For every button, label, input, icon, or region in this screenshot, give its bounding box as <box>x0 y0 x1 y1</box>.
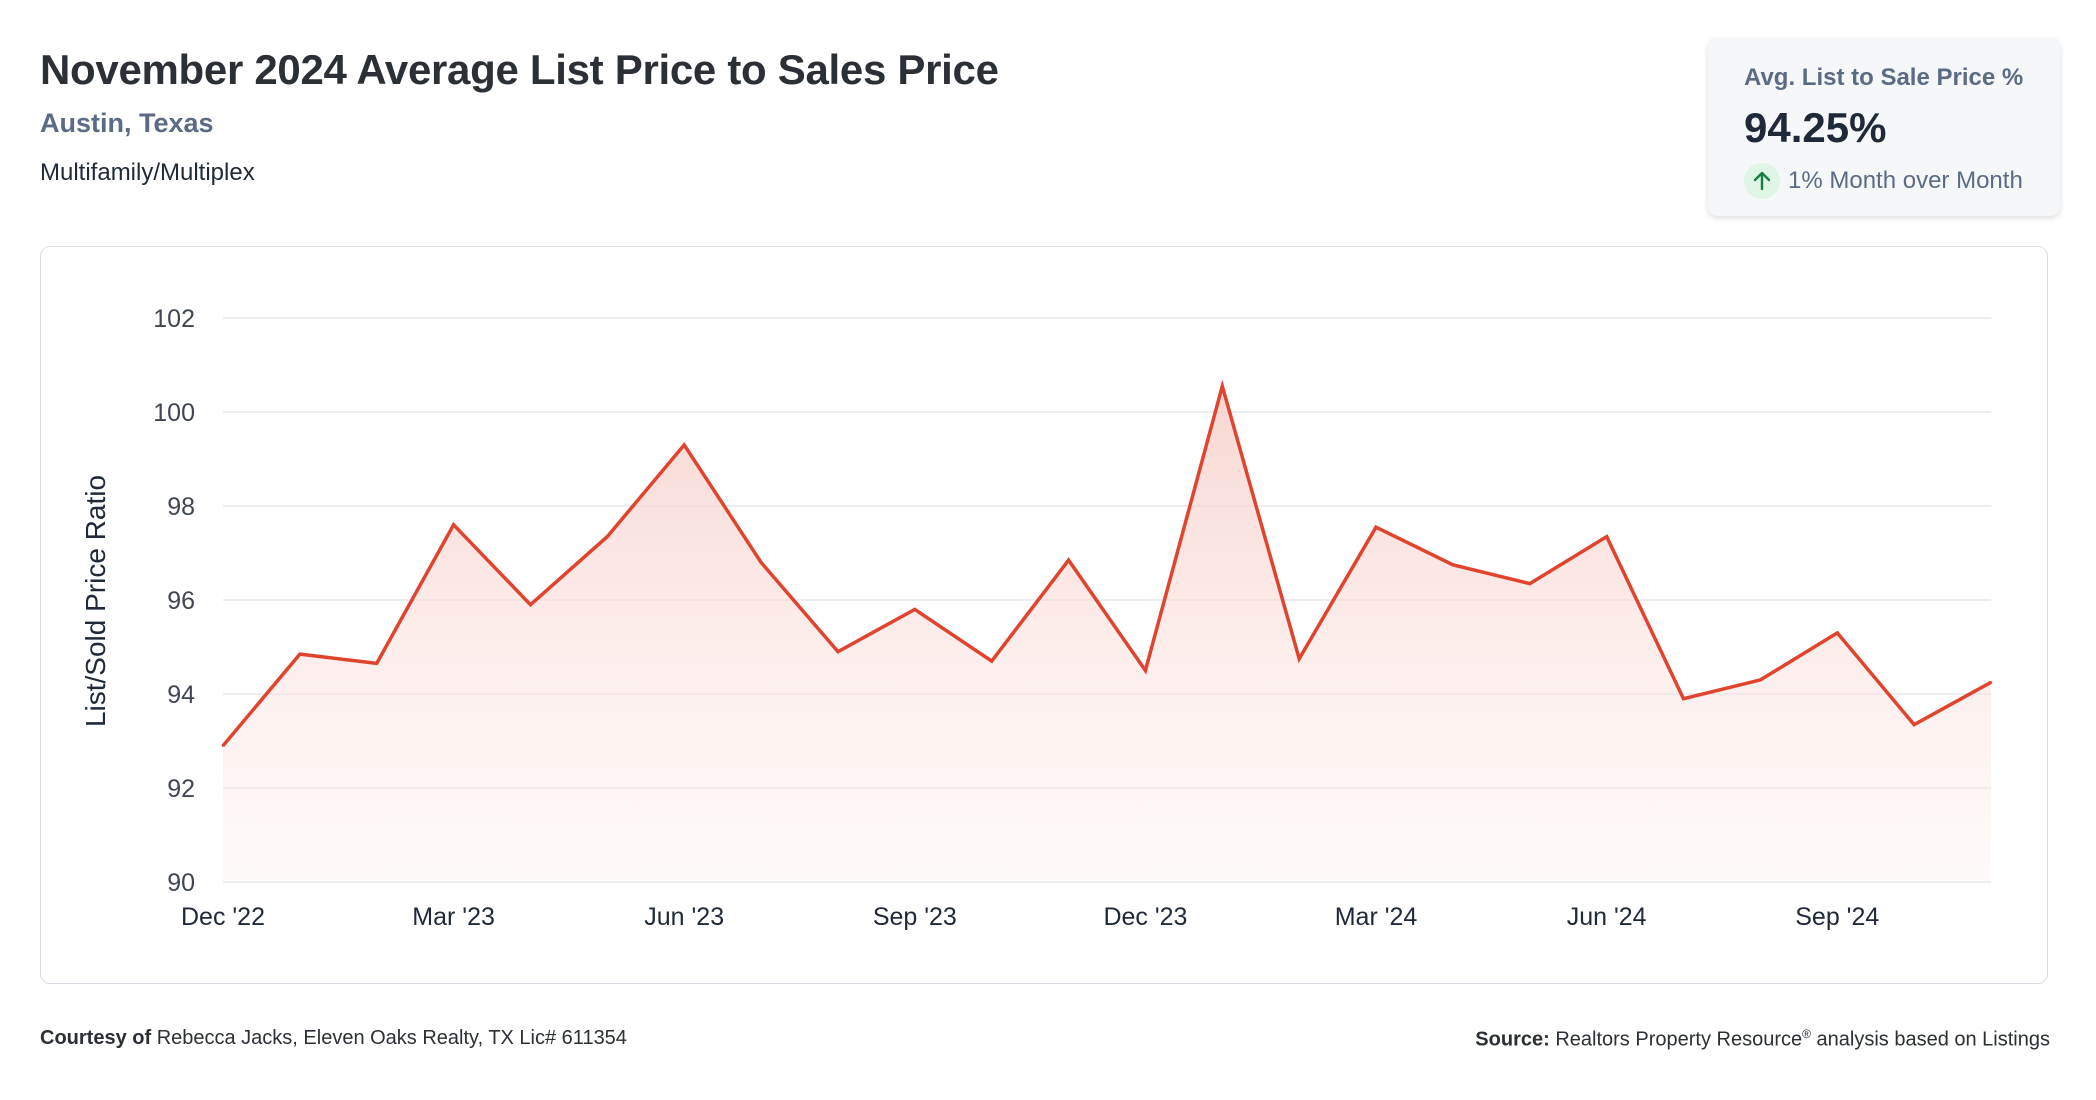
source-text-post: analysis based on Listings <box>1810 1028 2051 1051</box>
data-point <box>606 535 609 538</box>
line-chart: 90 92 94 96 98 100 102 Dec '22 Mar '23 Jun '23 Se… <box>80 305 1993 931</box>
location-subtitle: Austin, Texas <box>40 108 214 138</box>
y-tick-label: 102 <box>153 305 195 333</box>
area-fill <box>223 386 1991 882</box>
data-point <box>298 652 302 656</box>
source-note: Source: Realtors Property Resource® anal… <box>1475 1027 2050 1052</box>
data-point <box>529 603 532 606</box>
y-axis-label: List/Sold Price Ratio <box>80 475 111 727</box>
series-line <box>221 379 1992 747</box>
source-text: Realtors Property Resource <box>1555 1028 1803 1051</box>
stat-label: Avg. List to Sale Price % <box>1744 64 2024 91</box>
stat-card: Avg. List to Sale Price % 94.25% 1% Mont… <box>1708 38 2060 216</box>
data-point <box>990 659 993 663</box>
stat-value: 94.25% <box>1744 104 1887 151</box>
y-tick-label: 94 <box>167 681 195 709</box>
data-point <box>221 744 225 747</box>
data-point <box>913 608 916 611</box>
data-point <box>1912 723 1916 726</box>
stat-change: 1% Month over Month <box>1744 161 2023 201</box>
data-point <box>683 443 686 447</box>
source-label: Source: <box>1475 1028 1550 1051</box>
stat-change-text: 1% Month over Month <box>1788 167 2023 194</box>
data-point <box>1144 669 1147 672</box>
arrow-up-icon <box>1744 163 1780 199</box>
data-point <box>836 650 840 653</box>
y-tick-label: 100 <box>153 399 195 427</box>
data-point <box>1682 697 1685 700</box>
x-tick-label: Mar '23 <box>412 903 495 931</box>
y-tick-label: 96 <box>167 587 195 615</box>
x-tick-label: Sep '23 <box>873 903 957 931</box>
page-title: November 2024 Average List Price to Sale… <box>40 46 999 93</box>
courtesy-note: Courtesy of Rebecca Jacks, Eleven Oaks R… <box>40 1027 627 1050</box>
data-point <box>1067 558 1070 562</box>
x-tick-label: Jun '23 <box>644 903 724 931</box>
data-point <box>1528 582 1532 585</box>
registered-mark: ® <box>1802 1027 1811 1041</box>
x-tick-label: Dec '23 <box>1103 903 1187 931</box>
data-point <box>1298 657 1301 660</box>
x-tick-label: Mar '24 <box>1335 903 1418 931</box>
data-point <box>375 662 378 665</box>
x-tick-label: Jun '24 <box>1567 903 1647 931</box>
data-point <box>1989 681 1993 684</box>
x-tick-label: Sep '24 <box>1795 903 1879 931</box>
data-point <box>1451 563 1455 566</box>
y-tick-label: 98 <box>167 493 195 521</box>
y-tick-label: 90 <box>167 869 195 897</box>
data-point <box>452 523 455 526</box>
data-point <box>759 561 763 564</box>
data-point <box>1836 631 1839 635</box>
courtesy-text: Rebecca Jacks, Eleven Oaks Realty, TX Li… <box>156 1027 627 1049</box>
data-point <box>1221 385 1224 388</box>
chart-panel: 90 92 94 96 98 100 102 Dec '22 Mar '23 Jun '23 Se… <box>40 246 2048 984</box>
courtesy-label: Courtesy of <box>40 1027 152 1049</box>
x-tick-label: Dec '22 <box>181 903 265 931</box>
data-point <box>1374 526 1378 529</box>
y-tick-label: 92 <box>167 775 195 803</box>
data-point <box>1605 535 1608 538</box>
data-point <box>1759 678 1762 682</box>
property-category: Multifamily/Multiplex <box>40 159 255 186</box>
